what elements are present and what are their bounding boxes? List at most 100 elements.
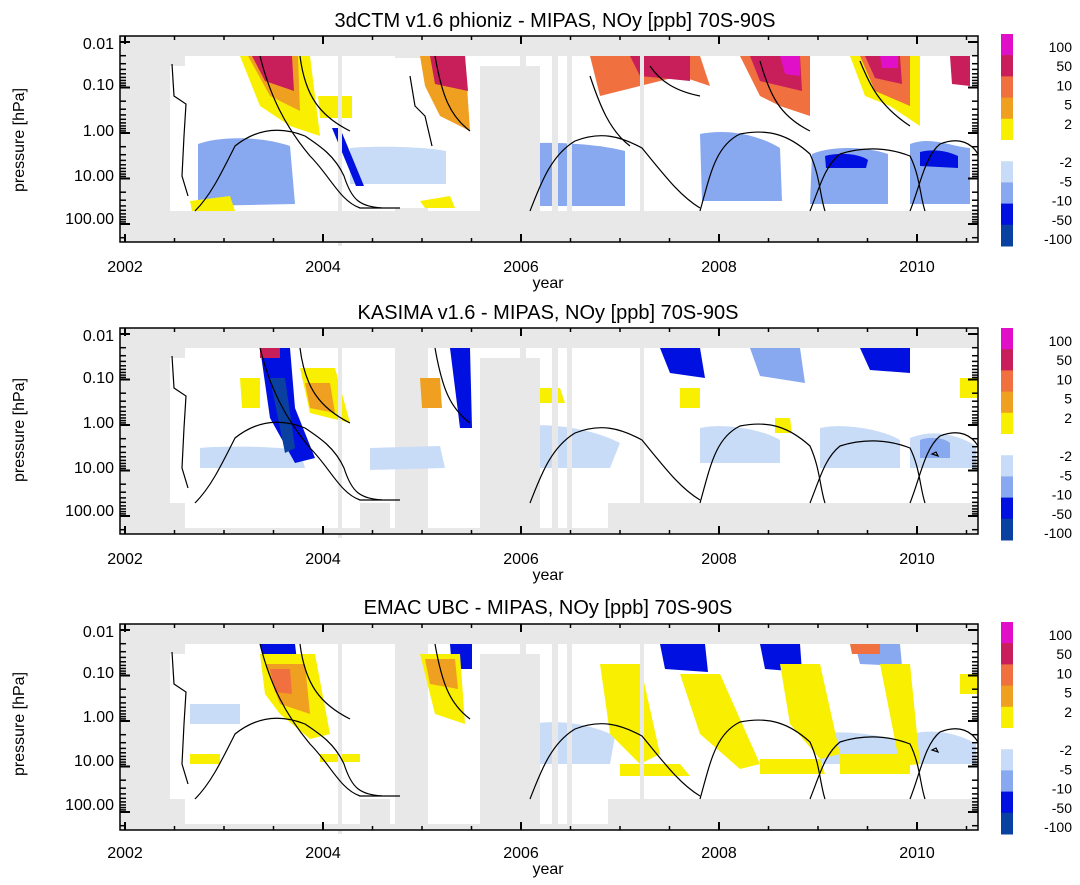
ytick-label: 0.10 — [83, 77, 114, 94]
colorbar-swatch — [1001, 749, 1013, 771]
colorbar-swatch — [1001, 328, 1013, 350]
colorbar-label: -5 — [1060, 761, 1073, 777]
xtick-label: 2006 — [503, 551, 539, 568]
colorbar-swatch — [1001, 434, 1013, 456]
panel-3: EMAC UBC - MIPAS, NOy [ppb] 70S-90S pres… — [11, 597, 980, 878]
colorbar-swatch — [1001, 391, 1013, 414]
xtick-label: 2008 — [701, 259, 737, 276]
panel-2-data-gaps — [338, 348, 900, 538]
ytick-label: 100.00 — [65, 503, 114, 520]
panel-3-xtick-labels: 2002 2004 2006 2008 2010 — [107, 845, 935, 862]
colorbar-label: 5 — [1064, 97, 1072, 113]
colorbar-label: -50 — [1052, 506, 1072, 522]
colorbar-3: 100 50 10 5 2 -2 -5 -10 -50 -100 — [1001, 622, 1072, 835]
panel-1-ylabel: pressure [hPa] — [11, 88, 28, 192]
colorbar-swatch — [1001, 664, 1013, 687]
panel-1-contours — [171, 55, 979, 212]
colorbar-label: -5 — [1060, 467, 1073, 483]
panel-2-negative-regions — [200, 348, 976, 470]
xtick-label: 2004 — [305, 259, 341, 276]
colorbar-label: -100 — [1044, 819, 1072, 835]
colorbar-swatch — [1001, 118, 1013, 141]
panel-1-ticks — [120, 36, 978, 242]
ytick-label: 0.10 — [83, 665, 114, 682]
colorbar-label: -10 — [1052, 781, 1072, 797]
panel-2-ytick-labels: 0.01 0.10 1.00 10.00 100.00 — [65, 328, 114, 520]
colorbars: 100 50 10 5 2 -2 -5 -10 -50 -100 100 50 10 5 2 -2 -5 -10 -… — [1001, 34, 1072, 835]
panel-1-frame — [119, 35, 979, 243]
colorbar-label: 2 — [1064, 410, 1072, 426]
panel-3-ylabel: pressure [hPa] — [11, 672, 28, 776]
colorbar-label: -100 — [1044, 525, 1072, 541]
panel-3-ytick-labels: 0.01 0.10 1.00 10.00 100.00 — [65, 624, 114, 814]
colorbar-label: -100 — [1044, 231, 1072, 247]
panel-2-plot-area — [119, 327, 980, 538]
ytick-label: 1.00 — [83, 415, 114, 432]
colorbar-swatch — [1001, 412, 1013, 435]
colorbar-label: 50 — [1056, 352, 1072, 368]
panel-1-plot-area — [119, 35, 980, 246]
colorbar-swatch — [1001, 455, 1013, 477]
colorbar-label: 10 — [1056, 371, 1072, 387]
colorbar-label: 50 — [1056, 58, 1072, 74]
ytick-label: 1.00 — [83, 709, 114, 726]
colorbar-label: 5 — [1064, 685, 1072, 701]
colorbar-swatch — [1001, 203, 1013, 226]
colorbar-label: -5 — [1060, 173, 1073, 189]
panel-2-ticks — [120, 328, 978, 534]
xtick-label: 2010 — [899, 259, 935, 276]
colorbar-label: -50 — [1052, 212, 1072, 228]
panel-1-xtick-labels: 2002 2004 2006 2008 2010 — [107, 259, 935, 276]
colorbar-swatch — [1001, 182, 1013, 205]
panel-1-xlabel: year — [532, 275, 564, 292]
ytick-label: 100.00 — [65, 797, 114, 814]
xtick-label: 2002 — [107, 845, 143, 862]
colorbar-label: -2 — [1060, 742, 1073, 758]
panel-2-title: KASIMA v1.6 - MIPAS, NOy [ppb] 70S-90S — [358, 302, 739, 324]
colorbar-swatch — [1001, 140, 1013, 162]
panel-3-contours — [171, 643, 979, 800]
panel-2-xtick-labels: 2002 2004 2006 2008 2010 — [107, 551, 935, 568]
panel-2-contours — [171, 347, 979, 504]
ytick-label: 0.01 — [83, 624, 114, 641]
panel-3-plot-area — [119, 623, 980, 834]
panel-3-xlabel: year — [532, 861, 564, 878]
xtick-label: 2002 — [107, 551, 143, 568]
colorbar-swatch — [1001, 349, 1013, 371]
xtick-label: 2008 — [701, 551, 737, 568]
panel-3-data-gaps — [338, 644, 900, 834]
ytick-label: 10.00 — [74, 168, 114, 185]
colorbar-swatch — [1001, 97, 1013, 120]
colorbar-label: -50 — [1052, 800, 1072, 816]
colorbar-swatch — [1001, 476, 1013, 499]
panel-3-frame — [119, 623, 979, 831]
colorbar-label: 100 — [1049, 333, 1073, 349]
colorbar-label: -2 — [1060, 154, 1073, 170]
xtick-label: 2010 — [899, 551, 935, 568]
panel-1: 3dCTM v1.6 phioniz - MIPAS, NOy [ppb] 70… — [11, 10, 980, 292]
colorbar-label: 100 — [1049, 39, 1073, 55]
panel-2-ylabel: pressure [hPa] — [11, 378, 28, 482]
colorbar-swatch — [1001, 770, 1013, 793]
colorbar-swatch — [1001, 518, 1013, 541]
colorbar-label: -10 — [1052, 487, 1072, 503]
colorbar-swatch — [1001, 497, 1013, 520]
panel-1-data-gaps — [338, 56, 900, 246]
colorbar-swatch — [1001, 34, 1013, 56]
xtick-label: 2006 — [503, 259, 539, 276]
xtick-label: 2006 — [503, 845, 539, 862]
colorbar-swatch — [1001, 370, 1013, 393]
colorbar-label: 50 — [1056, 646, 1072, 662]
colorbar-swatch — [1001, 76, 1013, 99]
panel-3-title: EMAC UBC - MIPAS, NOy [ppb] 70S-90S — [364, 597, 733, 619]
colorbar-swatch — [1001, 622, 1013, 644]
panel-1-ytick-labels: 0.01 0.10 1.00 10.00 100.00 — [65, 36, 114, 228]
xtick-label: 2004 — [305, 845, 341, 862]
ytick-label: 1.00 — [83, 123, 114, 140]
colorbar-label: 10 — [1056, 665, 1072, 681]
xtick-label: 2002 — [107, 259, 143, 276]
panel-1-negative-regions — [198, 128, 970, 206]
xtick-label: 2004 — [305, 551, 341, 568]
panel-2: KASIMA v1.6 - MIPAS, NOy [ppb] 70S-90S p… — [11, 302, 980, 584]
ytick-label: 0.01 — [83, 328, 114, 345]
